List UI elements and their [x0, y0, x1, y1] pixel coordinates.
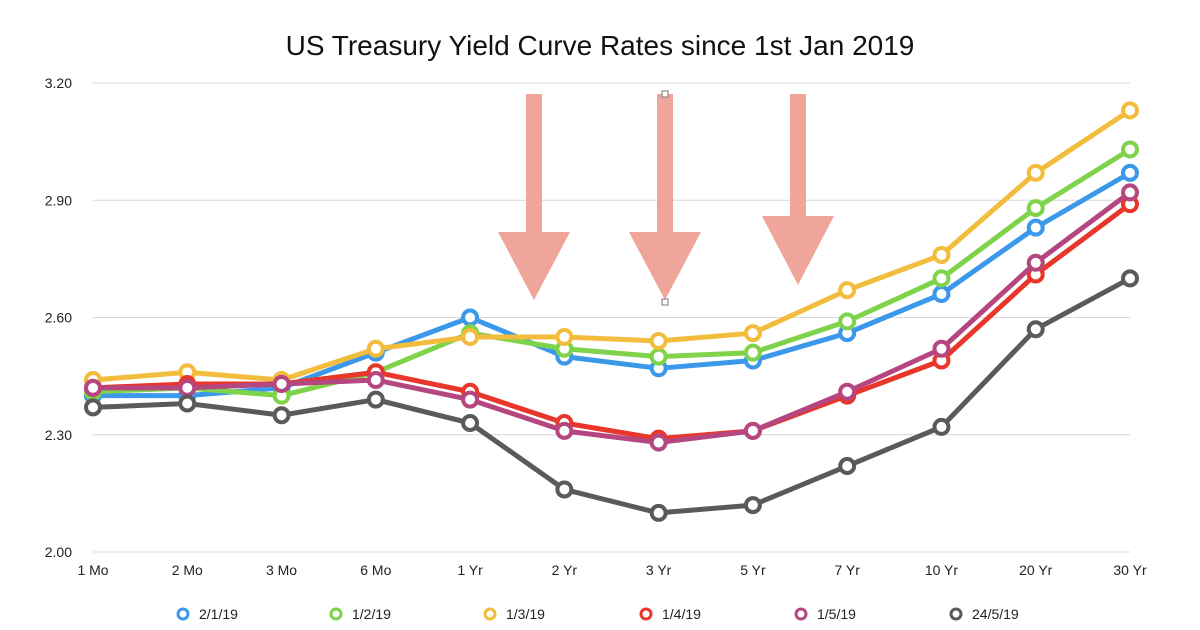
down-arrow-icon	[629, 94, 701, 300]
data-point	[555, 421, 574, 440]
y-tick-label: 2.00	[45, 544, 72, 560]
y-tick-label: 2.60	[45, 310, 72, 326]
series-line	[92, 276, 1132, 516]
down-arrow-icon	[498, 94, 570, 300]
data-point	[178, 378, 197, 397]
data-point	[366, 339, 385, 358]
series-lines	[84, 101, 1139, 522]
selection-handle[interactable]	[661, 90, 669, 98]
x-tick-label: 10 Yr	[925, 562, 959, 578]
legend-marker	[794, 607, 808, 621]
data-point	[84, 378, 102, 397]
x-tick-label: 2 Mo	[172, 562, 203, 578]
selection-handle[interactable]	[661, 298, 669, 306]
data-point	[1026, 320, 1045, 339]
legend-label: 24/5/19	[972, 606, 1019, 622]
series-line	[92, 108, 1132, 383]
data-point	[932, 245, 951, 264]
data-point	[838, 312, 857, 331]
y-tick-label: 2.30	[45, 427, 72, 443]
data-point	[743, 324, 762, 343]
legend-label: 1/2/19	[352, 606, 391, 622]
y-axis-ticks: 2.00 2.30 2.60 2.90 3.20	[45, 75, 72, 560]
series-6	[84, 269, 1139, 522]
x-tick-label: 1 Yr	[457, 562, 483, 578]
data-point	[1026, 199, 1045, 218]
data-point	[743, 496, 762, 515]
data-point	[649, 503, 668, 522]
data-point	[649, 347, 668, 366]
data-point	[84, 398, 102, 417]
data-point	[649, 331, 668, 350]
chart-title: US Treasury Yield Curve Rates since 1st …	[285, 30, 915, 61]
down-arrow-icon	[762, 94, 834, 285]
series-1	[84, 163, 1139, 405]
data-point	[1026, 218, 1045, 237]
series-line	[93, 170, 1132, 399]
data-point	[1026, 253, 1045, 272]
legend-label: 2/1/19	[199, 606, 238, 622]
data-point	[461, 390, 480, 409]
data-point	[1121, 269, 1139, 288]
x-tick-label: 30 Yr	[1113, 562, 1147, 578]
data-point	[932, 269, 951, 288]
x-tick-label: 6 Mo	[360, 562, 391, 578]
legend-label: 1/3/19	[506, 606, 545, 622]
x-tick-label: 3 Mo	[266, 562, 297, 578]
series-5	[84, 183, 1139, 452]
series-line	[93, 190, 1132, 446]
legend-marker	[639, 607, 653, 621]
y-tick-label: 2.90	[45, 192, 72, 208]
data-point	[1026, 163, 1045, 182]
x-tick-label: 20 Yr	[1019, 562, 1053, 578]
data-point	[932, 339, 951, 358]
data-point	[461, 308, 480, 327]
legend-marker	[329, 607, 343, 621]
legend-marker	[949, 607, 963, 621]
data-point	[1121, 101, 1139, 120]
data-point	[272, 406, 291, 425]
data-point	[555, 328, 574, 347]
legend-label: 1/4/19	[662, 606, 701, 622]
legend-marker	[176, 607, 190, 621]
series-3	[84, 101, 1139, 390]
data-point	[743, 421, 762, 440]
data-point	[1121, 183, 1139, 202]
data-point	[461, 414, 480, 433]
data-point	[272, 374, 291, 393]
data-point	[366, 390, 385, 409]
data-point	[838, 281, 857, 300]
x-tick-label: 7 Yr	[834, 562, 860, 578]
data-point	[178, 394, 197, 413]
data-point	[366, 371, 385, 390]
series-line	[92, 147, 1132, 399]
legend-marker	[483, 607, 497, 621]
y-tick-label: 3.20	[45, 75, 72, 91]
data-point	[932, 285, 951, 304]
x-tick-label: 3 Yr	[646, 562, 672, 578]
x-tick-label: 2 Yr	[552, 562, 578, 578]
data-point	[932, 417, 951, 436]
data-point	[838, 457, 857, 476]
legend-label: 1/5/19	[817, 606, 856, 622]
x-axis-ticks: 1 Mo 2 Mo 3 Mo 6 Mo 1 Yr 2 Yr 3 Yr 5 Yr 7 Yr 10 Y…	[77, 562, 1147, 578]
data-point	[838, 382, 857, 401]
data-point	[649, 433, 668, 452]
x-tick-label: 1 Mo	[77, 562, 108, 578]
data-point	[555, 480, 574, 499]
data-point	[461, 328, 480, 347]
x-tick-label: 5 Yr	[740, 562, 766, 578]
data-point	[1121, 140, 1139, 159]
data-point	[1121, 163, 1139, 182]
annotation-arrows	[498, 90, 834, 306]
legend: 2/1/19 1/2/19 1/3/19 1/4/19 1/5/19 24/5/19	[176, 606, 1019, 622]
data-point	[743, 343, 762, 362]
